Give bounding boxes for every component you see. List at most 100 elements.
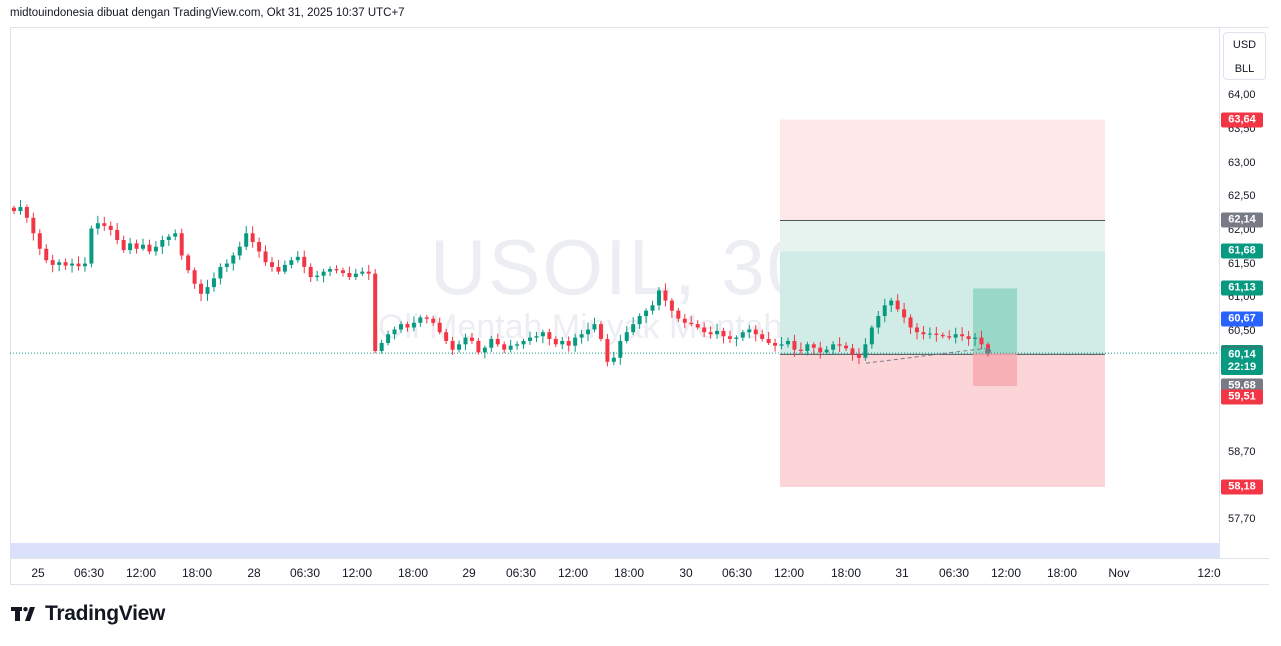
- candle-body: [282, 264, 287, 272]
- time-axis-label: 28: [247, 566, 261, 580]
- candle-body: [160, 240, 165, 247]
- candle-body: [218, 266, 223, 279]
- candle-body: [270, 262, 274, 267]
- candle-body: [669, 300, 674, 311]
- candle-body: [386, 334, 391, 343]
- candle-body: [392, 329, 397, 335]
- candle-body: [476, 340, 481, 353]
- candle-body: [869, 327, 874, 345]
- currency-selector[interactable]: USD BLL: [1223, 32, 1266, 80]
- candle-body: [199, 283, 204, 294]
- candle-body: [715, 330, 720, 335]
- candle-body: [979, 337, 984, 345]
- candle-body: [895, 300, 900, 310]
- candle-body: [463, 337, 468, 345]
- candle-body: [721, 330, 726, 337]
- time-axis-label: 18:00: [830, 566, 862, 580]
- candle-body: [786, 340, 790, 345]
- currency-label: USD: [1232, 39, 1257, 51]
- candle-body: [973, 337, 978, 339]
- candle-body: [495, 338, 500, 345]
- candle-body: [450, 340, 455, 350]
- target-zone: [780, 251, 1105, 355]
- candle-body: [31, 217, 36, 234]
- candle-body: [644, 310, 649, 317]
- price-tag-value: 62,14: [1228, 213, 1256, 226]
- time-axis-label: 12:00: [125, 566, 157, 580]
- candle-body: [353, 273, 358, 278]
- candle-body: [631, 324, 636, 333]
- candle-body: [573, 337, 578, 346]
- price-tag: 60,14: [1221, 347, 1263, 363]
- candle-body: [528, 337, 532, 341]
- candle-body: [908, 317, 913, 328]
- candle-body: [257, 242, 262, 252]
- candle-body: [605, 338, 610, 362]
- candle-body: [856, 354, 861, 358]
- candle-body: [502, 344, 507, 350]
- time-axis-label: 12:0: [1197, 566, 1221, 580]
- price-tick-label: 60,50: [1228, 324, 1256, 337]
- candle-body: [927, 333, 932, 335]
- candle-body: [566, 340, 571, 346]
- candle-body: [740, 332, 745, 338]
- price-tick-label: 58,70: [1228, 446, 1256, 458]
- price-tag: 63,64: [1221, 112, 1263, 128]
- candle-body: [805, 344, 810, 352]
- candle-body: [882, 305, 887, 317]
- candle-body: [192, 270, 197, 284]
- price-tick-label: 64,00: [1228, 89, 1256, 102]
- candle-body: [437, 322, 442, 333]
- time-range-strip[interactable]: [10, 543, 1219, 558]
- candle-body: [921, 332, 926, 335]
- candle-body: [766, 338, 771, 343]
- candle-body: [586, 329, 591, 335]
- candle-body: [18, 207, 23, 212]
- candle-body: [295, 256, 300, 261]
- candle-body: [824, 349, 829, 353]
- price-tag-value: 60,67: [1228, 312, 1256, 325]
- price-tag: 59,68: [1221, 378, 1263, 394]
- candle-body: [334, 268, 339, 271]
- tradingview-logo-icon: [11, 607, 35, 621]
- bar-countdown: 22:19: [1227, 361, 1257, 374]
- candle-body: [302, 256, 307, 267]
- candle-body: [876, 316, 881, 328]
- candle-body: [457, 344, 462, 350]
- stop-zone: [780, 354, 1105, 487]
- candle-body: [779, 344, 784, 346]
- price-tag-value: 61,68: [1228, 244, 1256, 257]
- time-axis-label: 30: [679, 566, 693, 580]
- candle-body: [224, 263, 229, 267]
- candle-body: [115, 229, 120, 241]
- candle-body: [373, 273, 378, 352]
- candle-body: [747, 329, 752, 333]
- candle-body: [360, 271, 365, 274]
- candle-body: [424, 317, 429, 319]
- watermark-symbol: USOIL, 30: [430, 223, 813, 311]
- price-tag: 60,67: [1221, 311, 1263, 327]
- chart-pane[interactable]: [10, 27, 1219, 584]
- tradingview-logo[interactable]: TradingView: [11, 602, 165, 626]
- price-tag: 58,18: [1221, 479, 1263, 495]
- candle-body: [818, 347, 823, 353]
- candle-body: [553, 338, 558, 345]
- candle-body: [650, 305, 655, 311]
- price-tag: 62,14: [1221, 212, 1263, 228]
- candle-body: [547, 332, 552, 339]
- candle-body: [611, 357, 616, 362]
- candle-body: [579, 334, 584, 338]
- tradingview-brand: TradingView: [45, 602, 166, 625]
- candle-body: [592, 324, 597, 330]
- trend-line: [865, 347, 986, 364]
- time-axis-label: 18:00: [397, 566, 429, 580]
- candle-body: [57, 262, 62, 265]
- time-axis-label: 12:00: [990, 566, 1022, 580]
- time-axis[interactable]: [10, 558, 1269, 585]
- candle-body: [50, 260, 55, 265]
- candle-body: [560, 340, 565, 345]
- candle-body: [24, 207, 29, 218]
- candle-body: [637, 316, 642, 325]
- candle-body: [244, 233, 249, 247]
